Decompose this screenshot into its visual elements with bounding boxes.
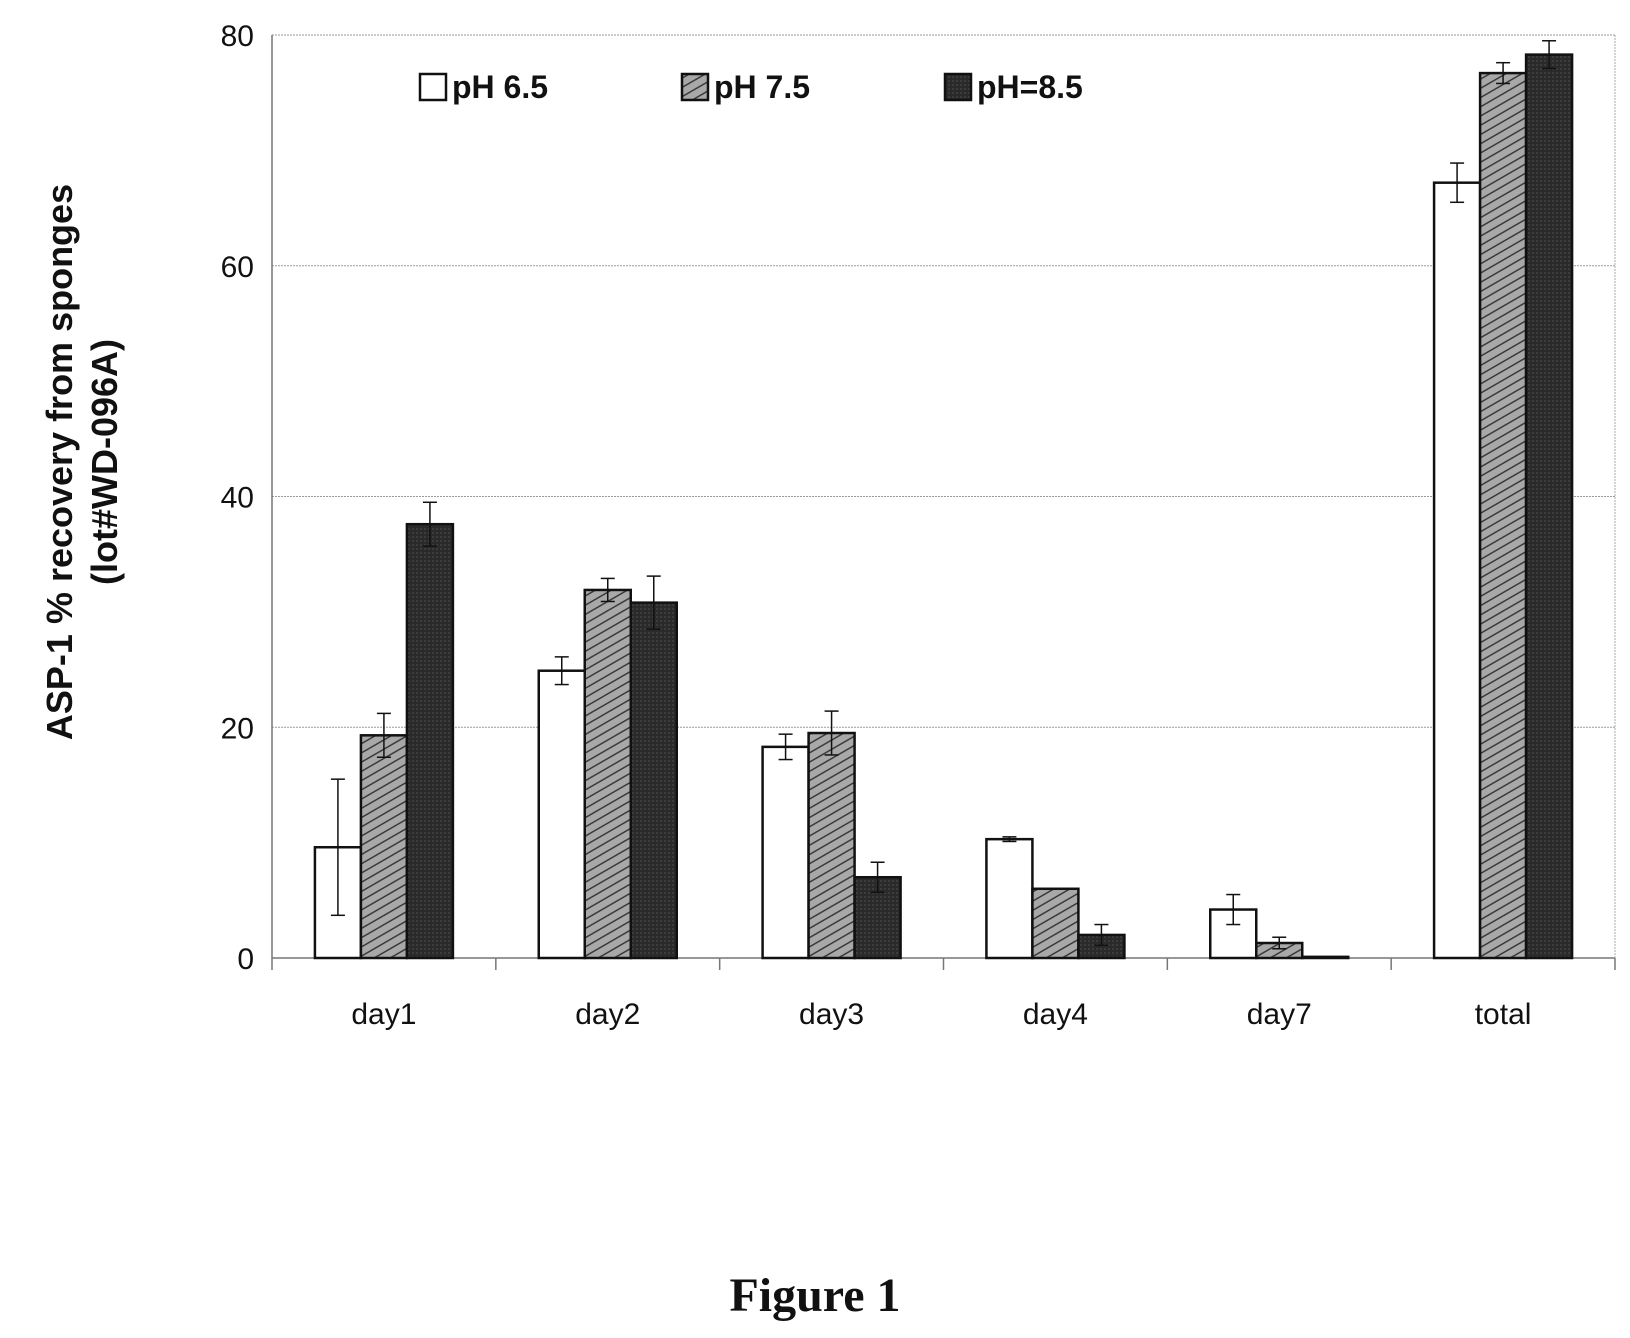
y-tick-label: 20 xyxy=(221,712,254,745)
plot-area: 0 20 40 60 80 day1 day2 day3 day4 day7 total pH 6.5… xyxy=(221,20,1616,1031)
bar-ph-7-5 xyxy=(359,734,409,960)
x-category-label: total xyxy=(1475,998,1532,1031)
legend-swatch xyxy=(943,72,973,102)
bar-ph-7-5 xyxy=(807,731,856,960)
y-tick-label: 60 xyxy=(221,251,254,284)
x-category-label: day1 xyxy=(351,998,416,1031)
legend-swatch xyxy=(418,72,448,102)
bar-ph-6-5 xyxy=(761,745,810,960)
bar-ph-6-5 xyxy=(1432,181,1482,960)
figure-caption: Figure 1 xyxy=(729,1269,901,1322)
legend-label: pH 6.5 xyxy=(452,69,548,105)
bar-ph-8-5 xyxy=(1301,955,1350,960)
y-tick-label: 0 xyxy=(237,943,254,976)
bar-ph-7-5 xyxy=(1478,71,1528,960)
bar-ph-8-5 xyxy=(629,601,678,960)
x-category-label: day4 xyxy=(1023,998,1088,1031)
bar-ph-7-5 xyxy=(583,588,632,960)
bar-chart: 0 20 40 60 80 day1 day2 day3 day4 day7 total pH 6.5… xyxy=(39,20,1616,1031)
legend-label: pH 7.5 xyxy=(714,69,810,105)
x-category-label: day7 xyxy=(1247,998,1312,1031)
bar-ph-7-5 xyxy=(1031,887,1080,960)
y-tick-label: 80 xyxy=(221,20,254,53)
bar-ph-8-5 xyxy=(405,522,455,960)
bar-ph-8-5 xyxy=(1524,53,1574,960)
y-tick-label: 40 xyxy=(221,482,254,515)
x-category-label: day2 xyxy=(575,998,640,1031)
bar-ph-6-5 xyxy=(985,837,1034,960)
bar-ph-6-5 xyxy=(537,669,586,960)
legend-swatch xyxy=(680,72,710,102)
legend-label: pH=8.5 xyxy=(977,69,1083,105)
y-axis-label-line2: (lot#WD-096A) xyxy=(84,339,125,585)
x-category-label: day3 xyxy=(799,998,864,1031)
y-axis-label-line1: ASP-1 % recovery from sponges xyxy=(39,184,80,740)
